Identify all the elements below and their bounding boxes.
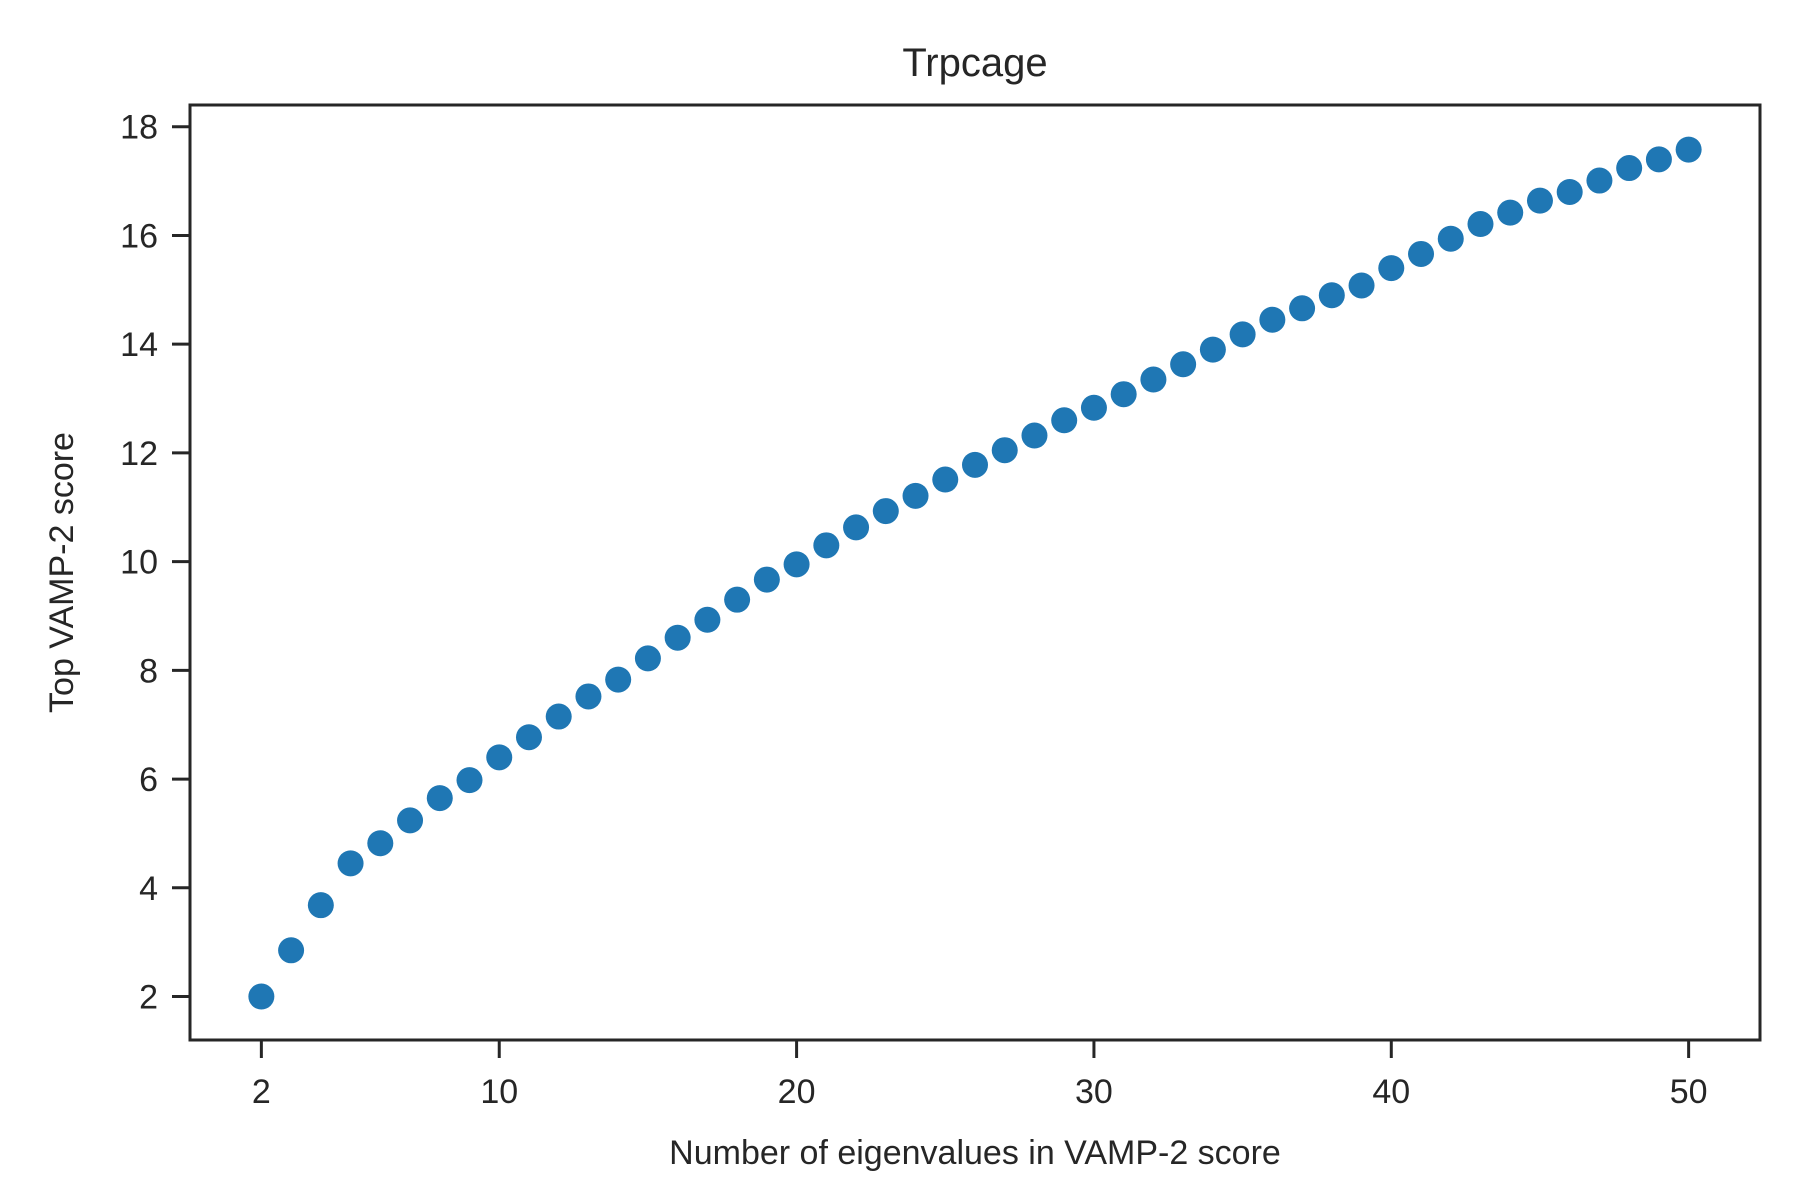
x-tick-label: 30 bbox=[1075, 1073, 1113, 1111]
scatter-point bbox=[932, 466, 959, 493]
scatter-point bbox=[1170, 351, 1197, 378]
scatter-point bbox=[1348, 272, 1375, 299]
scatter-point bbox=[278, 937, 305, 964]
scatter-point bbox=[515, 724, 542, 751]
scatter-point bbox=[1586, 167, 1613, 194]
scatter-point bbox=[783, 551, 810, 578]
scatter-point bbox=[337, 850, 364, 877]
x-tick-label: 2 bbox=[252, 1073, 271, 1111]
y-tick-label: 2 bbox=[139, 979, 158, 1017]
scatter-point bbox=[605, 666, 632, 693]
scatter-point bbox=[1616, 155, 1643, 182]
scatter-point bbox=[1110, 381, 1137, 408]
scatter-point bbox=[1229, 321, 1256, 348]
scatter-point bbox=[1467, 211, 1494, 238]
scatter-point bbox=[545, 703, 572, 730]
scatter-point bbox=[1675, 136, 1702, 163]
scatter-point bbox=[664, 624, 691, 651]
plot-frame bbox=[188, 103, 1762, 1042]
scatter-point bbox=[367, 830, 394, 857]
y-axis-ticks: 2 4 6 8 10 12 14 16 18 bbox=[120, 109, 190, 1017]
x-tick-label: 20 bbox=[778, 1073, 816, 1111]
scatter-point bbox=[1259, 306, 1286, 333]
scatter-point bbox=[753, 566, 780, 593]
scatter-point bbox=[843, 514, 870, 541]
x-axis-ticks: 2 10 20 30 40 50 bbox=[252, 1040, 1708, 1111]
scatter-point bbox=[456, 767, 483, 794]
scatter-point bbox=[813, 532, 840, 559]
scatter-points bbox=[248, 136, 1702, 1010]
scatter-point bbox=[397, 807, 424, 834]
scatter-point bbox=[307, 892, 334, 919]
scatter-point bbox=[1645, 146, 1672, 173]
scatter-point bbox=[486, 744, 513, 771]
y-tick-label: 10 bbox=[120, 544, 158, 582]
y-tick-label: 12 bbox=[120, 435, 158, 473]
scatter-point bbox=[872, 498, 899, 525]
y-tick-label: 6 bbox=[139, 761, 158, 799]
y-tick-label: 16 bbox=[120, 217, 158, 255]
scatter-point bbox=[634, 645, 661, 672]
y-tick-label: 14 bbox=[120, 326, 158, 364]
scatter-point bbox=[1556, 178, 1583, 205]
chart-title: Trpcage bbox=[902, 41, 1047, 85]
scatter-point bbox=[1378, 255, 1405, 282]
y-tick-label: 18 bbox=[120, 109, 158, 147]
scatter-point bbox=[426, 785, 453, 812]
x-tick-label: 50 bbox=[1670, 1073, 1708, 1111]
scatter-point bbox=[248, 983, 275, 1010]
scatter-point bbox=[724, 586, 751, 613]
y-axis-label: Top VAMP-2 score bbox=[43, 432, 81, 713]
x-axis-label: Number of eigenvalues in VAMP-2 score bbox=[669, 1134, 1281, 1172]
scatter-point bbox=[991, 437, 1018, 464]
scatter-point bbox=[1021, 422, 1048, 449]
y-tick-label: 4 bbox=[139, 870, 158, 908]
x-tick-label: 10 bbox=[480, 1073, 518, 1111]
scatter-point bbox=[1318, 282, 1345, 309]
scatter-point bbox=[1051, 407, 1078, 434]
scatter-point bbox=[962, 451, 988, 478]
scatter-point bbox=[1199, 336, 1226, 363]
x-tick-label: 40 bbox=[1372, 1073, 1410, 1111]
scatter-point bbox=[694, 606, 721, 633]
scatter-point bbox=[1437, 225, 1464, 252]
scatter-point bbox=[1140, 366, 1167, 393]
scatter-point bbox=[575, 683, 602, 710]
scatter-point bbox=[1497, 199, 1524, 226]
scatter-point bbox=[902, 482, 929, 509]
scatter-point bbox=[1526, 187, 1553, 214]
scatter-point bbox=[1408, 240, 1435, 267]
scatter-point bbox=[1080, 394, 1107, 421]
scatter-point bbox=[1289, 295, 1316, 322]
y-tick-label: 8 bbox=[139, 652, 158, 690]
